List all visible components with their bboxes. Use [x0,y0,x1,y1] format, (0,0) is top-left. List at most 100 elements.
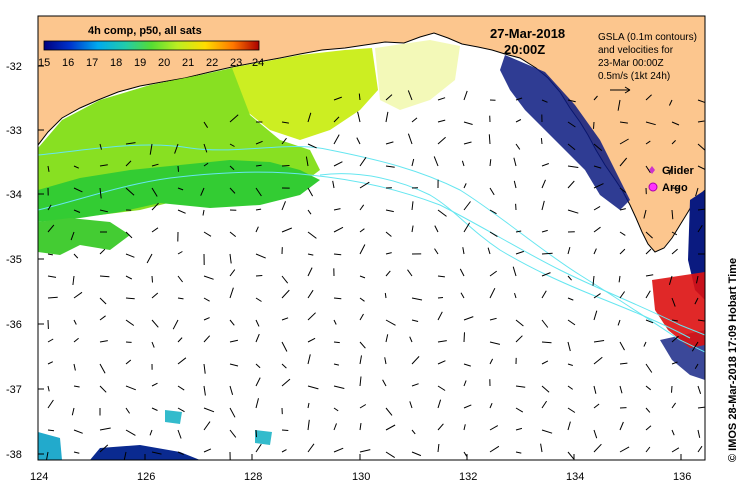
velocity-arrow [125,385,136,391]
velocity-arrow [515,250,524,255]
velocity-arrow [489,317,497,321]
velocity-arrow [203,275,214,280]
velocity-arrow [697,165,705,171]
velocity-arrow [307,187,314,197]
velocity-arrow [567,385,573,390]
velocity-arrow [359,341,366,349]
velocity-arrow [151,292,159,299]
velocity-arrow [385,165,395,168]
velocity-arrow [172,319,179,330]
velocity-arrow [203,297,210,302]
x-tick-label: 126 [137,471,155,483]
velocity-arrow [433,156,439,167]
velocity-arrow [125,407,131,414]
velocity-arrow [617,319,621,326]
velocity-arrow [71,407,75,416]
velocity-arrow [281,429,289,431]
velocity-arrow [645,165,651,173]
velocity-arrow [333,96,342,101]
velocity-arrow [125,231,133,239]
velocity-arrow [359,181,370,189]
velocity-arrow [229,407,236,418]
velocity-arrow [671,319,678,322]
velocity-arrow [229,269,236,277]
velocity-arrow [281,341,288,352]
velocity-arrow [619,362,628,365]
warm-eddy-patch [652,272,705,348]
velocity-arrow [671,248,678,255]
velocity-arrow [333,319,337,325]
y-tick-label: -35 [6,254,22,266]
velocity-arrow [541,272,551,277]
velocity-arrow [489,341,501,345]
velocity-arrow [151,187,158,197]
velocity-arrow [541,385,550,393]
velocity-arrow [307,253,314,256]
velocity-arrow [99,363,106,374]
velocity-arrow [515,427,523,431]
velocity-arrow [617,99,621,111]
platform-legend: Glider Argo [648,165,695,194]
velocity-arrow [229,319,235,326]
velocity-arrow [333,297,342,300]
velocity-arrow [356,137,361,145]
velocity-arrow [541,429,553,434]
velocity-arrow [73,385,80,388]
velocity-arrow [409,336,413,343]
colorbar-tick: 15 [38,57,50,69]
velocity-arrow [567,319,576,326]
velocity-arrow [487,247,491,255]
velocity-arrow [696,275,699,284]
velocity-arrow [359,355,362,365]
velocity-arrow [385,451,395,459]
velocity-arrow [203,121,209,128]
velocity-arrow [151,202,159,211]
velocity-arrow [619,187,627,193]
velocity-arrow [281,317,289,321]
velocity-arrow [385,334,389,343]
velocity-arrow [203,448,212,453]
velocity-arrow [255,140,263,145]
velocity-arrow [437,275,445,278]
colorbar-tick: 16 [62,57,74,69]
y-tick-label: -34 [6,189,22,201]
velocity-arrow [255,275,263,277]
velocity-arrow [512,266,517,277]
argo-icon [648,182,658,192]
velocity-arrow [697,208,705,211]
velocity-arrow [434,248,439,255]
velocity-arrow [255,377,261,387]
velocity-arrow [385,424,396,431]
velocity-arrow [177,187,184,191]
velocity-arrow [407,133,413,145]
velocity-arrow [255,253,266,259]
velocity-arrow [45,451,49,460]
velocity-arrow [177,407,185,413]
velocity-arrow [125,187,135,196]
velocity-arrow [645,425,652,431]
velocity-arrow [203,162,209,167]
velocity-arrow [513,157,517,167]
velocity-arrow [333,363,340,366]
velocity-arrow [437,136,446,145]
velocity-arrow [437,340,447,343]
velocity-arrow [489,159,492,167]
cold-patch-bight [500,55,630,210]
velocity-arrow [281,363,287,369]
velocity-arrow [73,253,79,259]
colorbar-tick: 18 [110,57,122,69]
velocity-arrow [515,451,522,454]
velocity-arrow [694,297,699,305]
velocity-arrow [281,289,290,299]
colorbar-tick: 20 [158,57,170,69]
velocity-arrow [149,429,153,436]
velocity-arrow [333,385,345,389]
velocity-arrow [305,156,309,167]
gsla-contour-2 [38,171,705,336]
velocity-arrow [619,208,626,211]
colorbar-gradient [43,40,260,51]
velocity-arrow [567,99,576,103]
velocity-arrow [645,319,654,324]
velocity-arrow [668,275,673,285]
velocity-arrow [47,275,57,278]
